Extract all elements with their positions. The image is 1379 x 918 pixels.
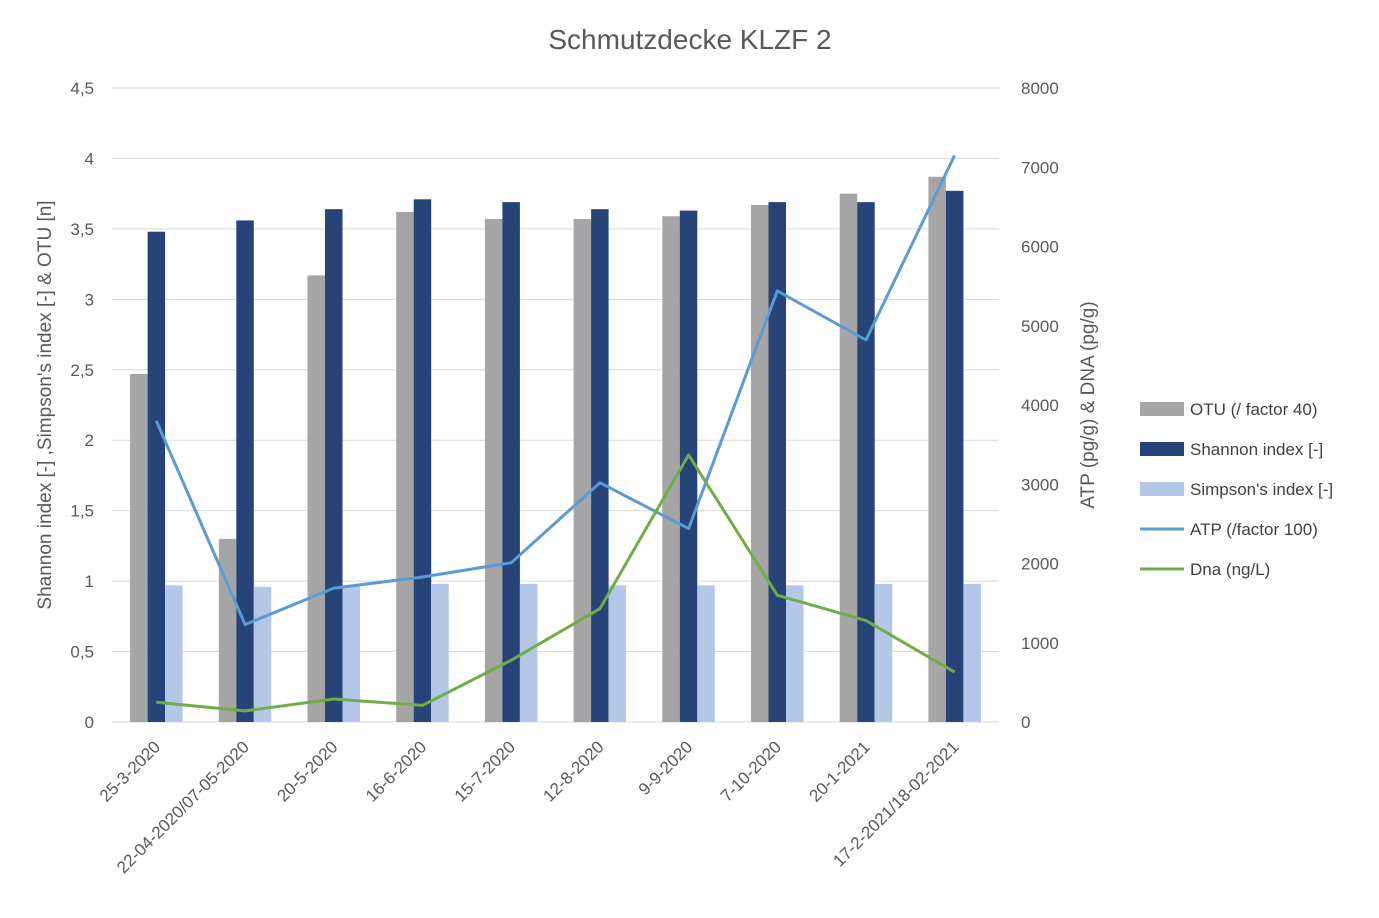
bar xyxy=(751,204,769,723)
y-tick-label: 2 xyxy=(85,431,94,450)
x-tick-label: 15-7-2020 xyxy=(451,737,519,805)
y2-tick-label: 0 xyxy=(1021,713,1030,732)
y-tick-label: 3,5 xyxy=(70,220,94,239)
y2-tick-label: 2000 xyxy=(1021,555,1059,574)
y2-tick-label: 4000 xyxy=(1021,396,1059,415)
bar xyxy=(519,583,538,722)
series-line xyxy=(154,154,956,626)
bar xyxy=(608,585,627,722)
x-tick-label: 16-6-2020 xyxy=(362,737,430,805)
legend-label: Simpson's index [-] xyxy=(1190,480,1333,499)
left-axis-ticks: 0 0,5 1 1,5 2 2,5 3 3,5 4 4,5 xyxy=(70,79,94,732)
y2-tick-label: 8000 xyxy=(1021,79,1059,98)
y2-tick-label: 5000 xyxy=(1021,317,1059,336)
bar xyxy=(786,585,804,722)
bar xyxy=(839,193,858,722)
y-tick-label: 4 xyxy=(85,149,94,168)
bar xyxy=(928,176,946,722)
bar xyxy=(697,585,715,722)
x-tick-label: 20-5-2020 xyxy=(273,737,341,805)
y2-tick-label: 3000 xyxy=(1021,475,1059,494)
x-tick-label: 7-10-2020 xyxy=(717,737,785,805)
legend-label: Shannon index [-] xyxy=(1190,440,1323,459)
bar xyxy=(768,202,786,722)
series-line xyxy=(156,453,956,713)
y-tick-label: 3 xyxy=(85,290,94,309)
left-axis-title: Shannon index [-] ,Simpson's index [-] &… xyxy=(35,200,56,609)
bar xyxy=(591,209,609,723)
x-tick-label: 25-3-2020 xyxy=(96,737,164,805)
y-tick-label: 0 xyxy=(85,713,94,732)
right-axis-title: ATP (pg/g) & DNA (pg/g) xyxy=(1078,301,1099,508)
bar xyxy=(325,209,343,723)
bar xyxy=(396,211,414,722)
x-tick-label: 12-8-2020 xyxy=(539,737,607,805)
legend-swatch xyxy=(1140,402,1184,416)
bar xyxy=(413,199,432,722)
bar xyxy=(147,231,166,722)
y-tick-label: 1,5 xyxy=(70,502,94,521)
y-tick-label: 2,5 xyxy=(70,361,94,380)
bar xyxy=(307,275,325,722)
y-tick-label: 1 xyxy=(85,572,94,591)
legend-label: ATP (/factor 100) xyxy=(1190,520,1318,539)
bar xyxy=(165,585,183,722)
bar xyxy=(484,219,503,722)
legend-swatch xyxy=(1140,482,1184,496)
bar xyxy=(662,216,680,722)
bar-series xyxy=(130,176,981,723)
chart-title: Schmutzdecke KLZF 2 xyxy=(548,24,831,55)
bar xyxy=(679,210,698,722)
bar xyxy=(945,190,964,723)
bar xyxy=(253,586,272,722)
y2-tick-label: 6000 xyxy=(1021,238,1059,257)
bar xyxy=(874,583,893,722)
bar xyxy=(218,538,237,722)
y-tick-label: 0,5 xyxy=(70,643,94,662)
legend-label: OTU (/ factor 40) xyxy=(1190,400,1318,419)
bar xyxy=(963,583,981,722)
bar xyxy=(857,202,875,722)
x-tick-label: 9-9-2020 xyxy=(635,737,697,799)
legend: OTU (/ factor 40) Shannon index [-] Simpso… xyxy=(1140,400,1333,579)
bar xyxy=(342,585,360,722)
y2-tick-label: 7000 xyxy=(1021,158,1059,177)
bar xyxy=(236,220,254,723)
bar xyxy=(502,202,520,722)
legend-label: Dna (ng/L) xyxy=(1190,560,1270,579)
bar xyxy=(431,583,449,722)
y-tick-label: 4,5 xyxy=(70,79,94,98)
legend-swatch xyxy=(1140,442,1184,456)
bar xyxy=(573,219,592,722)
bar xyxy=(130,374,148,722)
line-series xyxy=(154,154,956,713)
x-tick-label: 20-1-2021 xyxy=(806,737,874,805)
right-axis-ticks: 0 1000 2000 3000 4000 5000 6000 7000 8000 xyxy=(1021,79,1059,732)
y2-tick-label: 1000 xyxy=(1021,634,1059,653)
